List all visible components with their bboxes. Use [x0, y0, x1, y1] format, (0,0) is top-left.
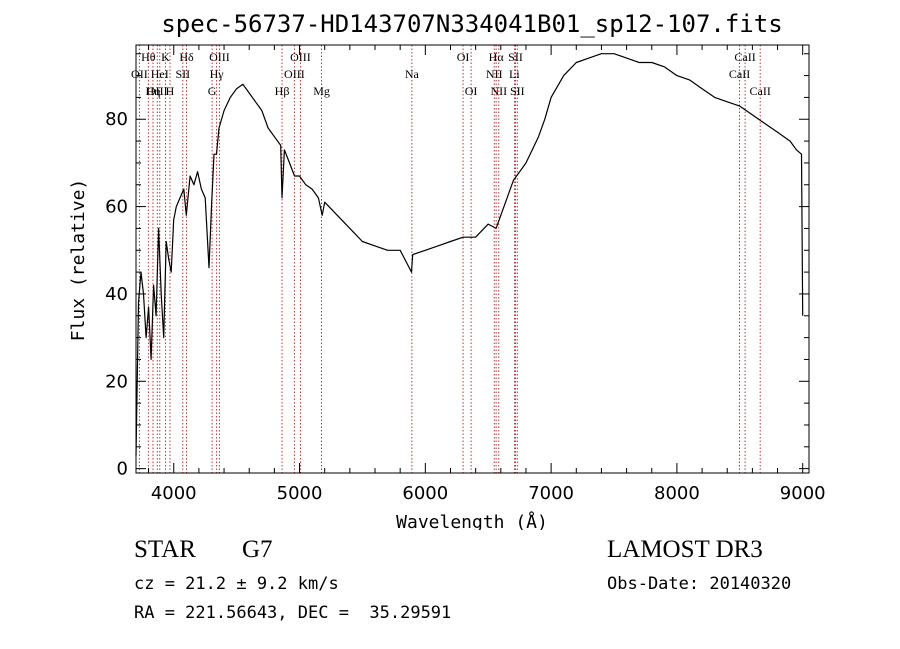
marker-label-17: OI	[457, 50, 470, 64]
x-tick-label-2: 6000	[402, 483, 448, 504]
marker-label-25: CaII	[734, 50, 755, 64]
marker-label-19: Hα	[489, 50, 505, 64]
spectrum-chart: spec-56737-HD143707N334041B01_sp12-107.f…	[68, 10, 826, 530]
object-subclass: G7	[242, 536, 273, 563]
y-tick-label-1: 20	[105, 371, 128, 392]
marker-label-22: Li	[509, 67, 520, 81]
marker-label-10: Hγ	[210, 67, 225, 81]
object-class: STAR	[134, 536, 196, 563]
x-tick-label-3: 7000	[528, 483, 574, 504]
marker-label-18: OI	[465, 84, 478, 98]
axis-ticks: 4000 5000 6000 7000 8000 9000 0 20 40 60 80	[105, 45, 826, 504]
survey-name: LAMOST DR3	[607, 536, 763, 563]
marker-label-5: SII	[175, 67, 190, 81]
y-tick-label-4: 80	[105, 109, 128, 130]
x-axis-label: Wavelength (Å)	[396, 511, 548, 530]
x-tick-label-4: 8000	[654, 483, 700, 504]
observation-date: Obs-Date: 20140320	[607, 574, 792, 594]
marker-label-23: NII	[490, 84, 507, 98]
plot-frame	[135, 44, 810, 474]
y-tick-label-2: 40	[105, 284, 128, 305]
marker-label-6: OIII	[147, 84, 168, 98]
chart-title: spec-56737-HD143707N334041B01_sp12-107.f…	[161, 10, 782, 38]
x-tick-label-0: 4000	[151, 483, 197, 504]
redshift-value: cz = 21.2 ± 9.2 km/s	[134, 574, 339, 594]
marker-label-2: Hδ	[179, 50, 194, 64]
marker-label-7: Hη	[146, 84, 161, 98]
y-axis-label: Flux (relative)	[68, 179, 89, 342]
marker-label-12: OIII	[290, 50, 311, 64]
marker-label-14: Hβ	[275, 84, 290, 98]
marker-label-16: Na	[405, 67, 420, 81]
marker-label-8: H	[166, 84, 175, 98]
marker-label-3: OII	[131, 67, 148, 81]
marker-label-0: Hθ	[141, 50, 156, 64]
marker-label-21: NII	[486, 67, 503, 81]
x-tick-label-1: 5000	[277, 483, 323, 504]
marker-label-15: Mg	[313, 84, 330, 98]
marker-label-4: HeI	[151, 67, 169, 81]
x-tick-label-5: 9000	[780, 483, 826, 504]
series-layer	[135, 53, 804, 456]
y-tick-label-3: 60	[105, 197, 128, 218]
marker-label-9: OIII	[209, 50, 230, 64]
marker-label-1: K	[161, 50, 170, 64]
marker-label-27: CaII	[750, 84, 771, 98]
marker-label-13: OIII	[284, 67, 305, 81]
marker-label-11: G	[208, 84, 217, 98]
y-tick-label-0: 0	[117, 459, 128, 480]
series-line-0	[135, 53, 804, 456]
line-markers	[138, 45, 761, 473]
coordinates: RA = 221.56643, DEC = 35.29591	[134, 603, 452, 623]
marker-label-20: SII	[508, 50, 523, 64]
marker-label-26: CaII	[729, 67, 750, 81]
marker-label-24: SII	[510, 84, 525, 98]
